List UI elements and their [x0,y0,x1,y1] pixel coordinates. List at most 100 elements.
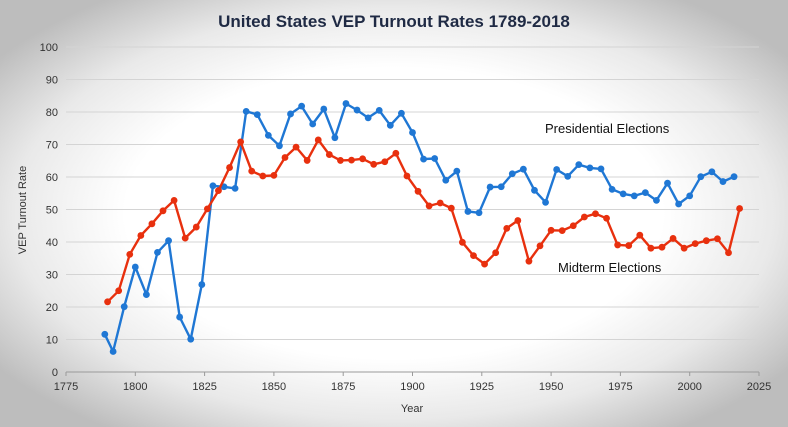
midterm-elections-point [680,244,688,252]
midterm-elections-point [691,240,699,248]
midterm-elections-point [702,237,710,245]
midterm-elections-point [370,160,378,168]
gridlines [66,46,759,340]
midterm-elections-point [725,249,732,257]
presidential-elections-point [165,237,172,245]
presidential-elections-point [608,185,616,193]
presidential-elections-point [586,164,594,172]
midterm-elections-point [614,241,622,249]
presidential-elections-point [386,121,394,129]
x-tick-label: 1950 [539,381,563,393]
presidential-elections-point [553,166,561,173]
presidential-elections-point [287,110,294,118]
presidential-elections-point [575,161,583,169]
midterm-elections-point [248,167,256,175]
presidential-elections-point [597,165,605,173]
y-tick-label: 50 [46,205,58,217]
x-tick-label: 1825 [192,381,216,393]
midterm-elections-line [106,138,741,303]
midterm-elections-point [514,217,522,224]
presidential-elections-point [519,165,527,173]
midterm-elections-point [569,222,577,230]
midterm-elections-point [414,187,422,195]
x-tick-label: 2000 [677,381,701,393]
midterm-elections-point [292,143,300,151]
midterm-elections-point [580,213,588,221]
midterm-elections-point [669,235,677,242]
chart-title: United States VEP Turnout Rates 1789-201… [218,12,570,31]
presidential-elections-point [730,173,738,181]
presidential-elections-point [686,192,694,200]
presidential-elections-point [619,190,627,198]
presidential-elections-point [641,189,649,197]
midterm-elections-point [203,205,211,213]
presidential-elections-point [231,184,239,192]
presidential-elections-point [675,200,683,208]
midterm-elections-point [536,242,544,250]
midterm-elections-point [403,172,411,180]
midterm-elections-point [104,298,111,306]
y-tick-label: 40 [46,237,58,249]
midterm-elections-point [314,136,322,144]
presidential-elections-point [353,106,361,114]
presidential-elections-point [176,313,184,321]
midterm-elections-point [736,205,743,212]
presidential-elections-point [364,114,372,122]
midterm-elections-point [714,235,721,243]
presidential-elections-point [253,111,261,118]
midterm-elections-point [137,232,145,239]
x-tick-label: 1850 [262,381,286,393]
presidential-elections-point [708,168,716,176]
presidential-elections-point [342,100,350,107]
presidential-elections-point [486,183,494,191]
presidential-elections-point [375,106,383,114]
midterm-elections-point [237,138,245,146]
presidential-elections-point [475,209,483,217]
x-tick-label: 1900 [400,381,424,393]
presidential-elections-point [264,132,272,139]
series-group [101,100,743,355]
midterm-elections-point [436,199,444,207]
midterm-elections-point [558,227,566,235]
midterm-elections-point [636,231,644,239]
midterm-elections-point [226,164,233,171]
midterm-elections-point [281,154,289,161]
y-tick-label: 70 [46,140,58,152]
x-tick-label: 1800 [123,381,147,393]
presidential-elections-point [653,197,660,204]
x-tick-label: 1875 [331,381,355,393]
midterm-elections-point [592,210,599,218]
midterm-elections-point [170,197,178,204]
midterm-elections-point [337,157,344,164]
midterm-elections-point [525,257,533,265]
presidential-elections-point [409,129,416,136]
midterm-elections-point [492,249,500,257]
midterm-elections-point [470,252,477,260]
y-tick-label: 90 [46,75,58,87]
presidential-elections-point [531,186,538,194]
presidential-elections-point [209,182,217,190]
presidential-elections-point [331,134,339,142]
y-tick-label: 10 [46,335,58,347]
presidential-elections-point [420,155,427,163]
x-tick-label: 1925 [470,381,494,393]
presidential-elections-point [276,142,283,150]
midterm-elections-point [647,244,655,252]
presidential-elections-point [142,291,150,299]
midterm-elections-point [303,157,311,164]
midterm-elections-point [447,204,455,212]
y-tick-label: 60 [46,172,58,184]
midterm-elections-point [381,158,389,166]
presidential-elections-point [154,249,161,256]
x-tick-label: 2025 [747,381,771,393]
presidential-elections-point [398,109,405,117]
presidential-elections-point [508,170,516,178]
presidential-elections-point [431,155,439,162]
midterm-elections-point [603,214,610,222]
x-axis-label: Year [401,403,424,415]
midterm-elections-point [348,156,355,164]
presidential-elections-point [120,303,128,311]
midterm-elections-point [148,220,156,228]
midterm-elections-point [392,149,400,157]
midterm-elections-point [126,250,134,258]
